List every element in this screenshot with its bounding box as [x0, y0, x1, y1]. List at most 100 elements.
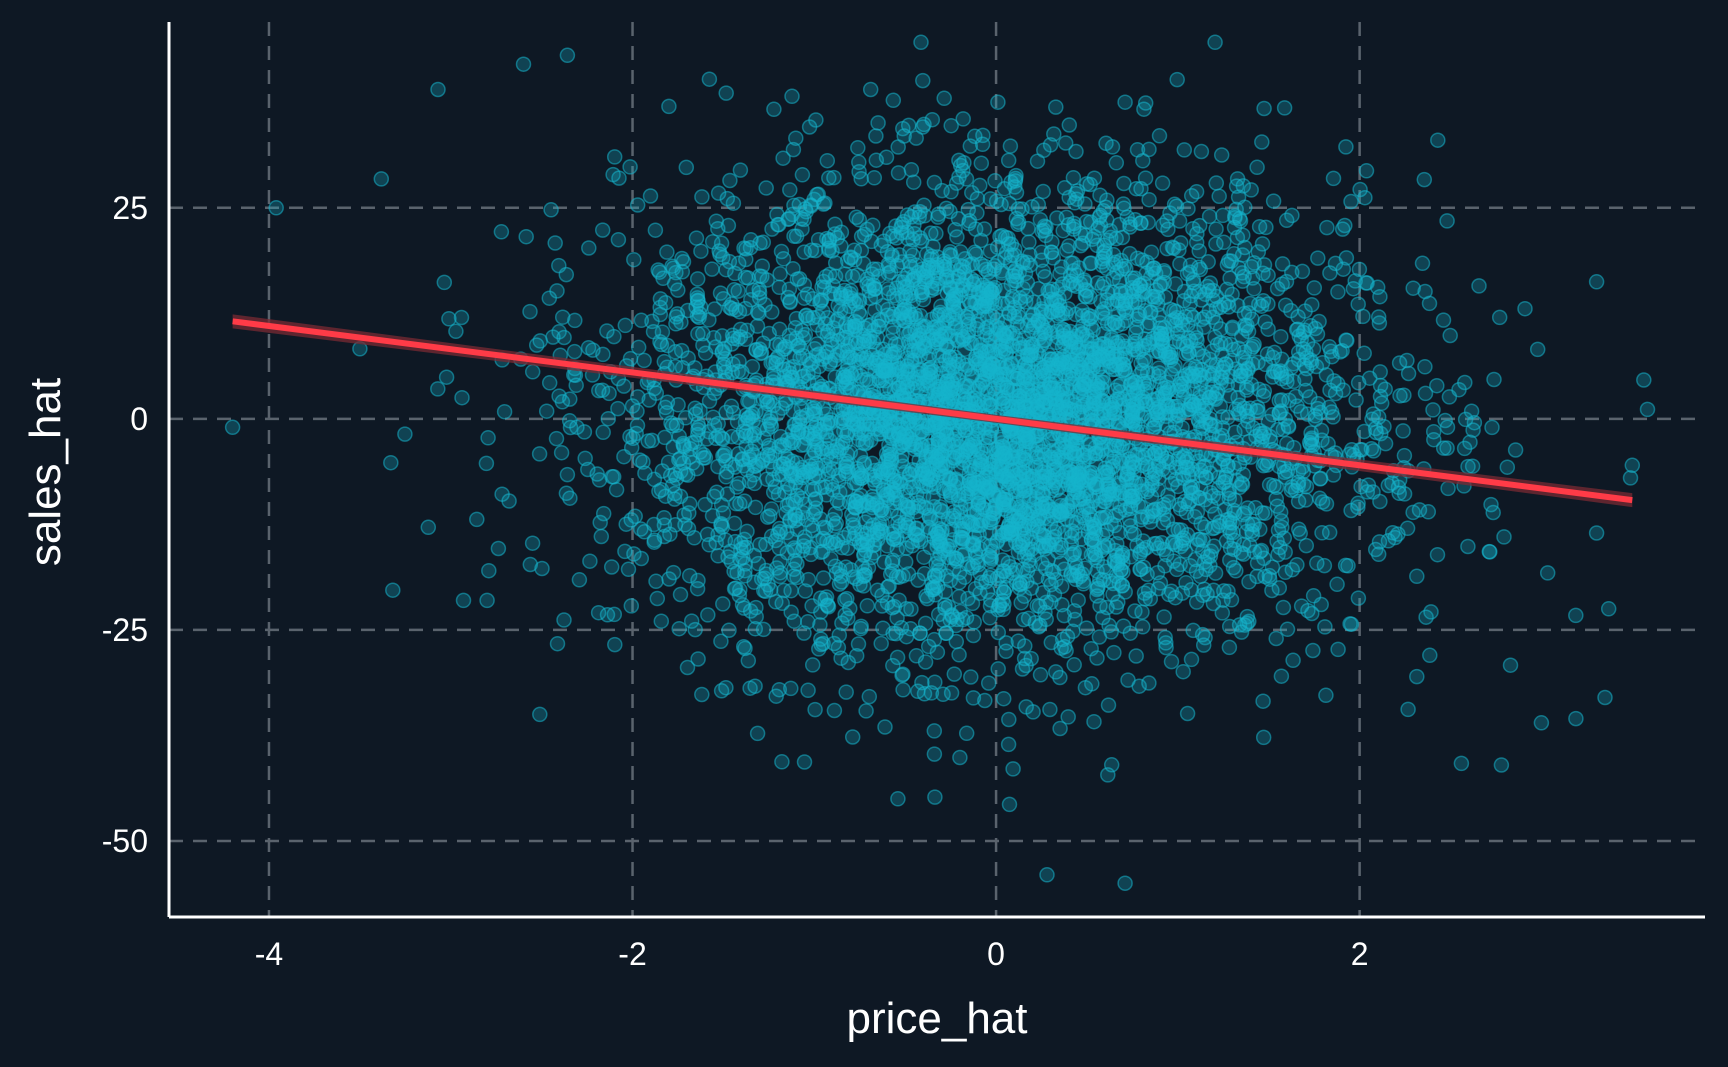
data-point — [1254, 134, 1270, 150]
data-point — [695, 337, 711, 353]
data-point — [1058, 643, 1074, 659]
data-point — [1113, 562, 1129, 579]
data-point — [905, 174, 922, 190]
data-point — [726, 515, 743, 532]
data-point — [589, 466, 605, 482]
data-point — [1255, 693, 1271, 709]
data-point — [1183, 651, 1200, 668]
data-point — [1250, 403, 1266, 419]
data-point — [1221, 639, 1238, 656]
data-point — [591, 382, 607, 399]
data-point — [1179, 705, 1196, 722]
data-point — [1037, 268, 1053, 285]
data-point — [1032, 667, 1049, 683]
data-point — [946, 666, 963, 682]
data-point — [518, 228, 534, 245]
data-point — [1114, 577, 1131, 594]
data-point — [1183, 485, 1200, 501]
data-point — [1268, 630, 1284, 647]
data-point — [740, 652, 757, 669]
data-point — [1078, 620, 1095, 636]
data-point — [788, 310, 805, 327]
data-point — [1063, 529, 1080, 545]
data-point — [1191, 243, 1207, 259]
data-point — [977, 502, 994, 518]
data-point — [973, 155, 990, 171]
data-point — [1066, 657, 1082, 673]
data-point — [1277, 411, 1294, 427]
data-point — [1496, 529, 1512, 545]
data-point — [593, 528, 610, 545]
data-point — [852, 576, 868, 593]
data-point — [1207, 506, 1223, 522]
data-point — [1133, 181, 1149, 197]
data-point — [1163, 366, 1180, 383]
data-point — [1024, 521, 1041, 537]
data-point — [834, 373, 851, 390]
data-point — [902, 243, 918, 259]
data-point — [675, 435, 691, 452]
data-point — [977, 344, 994, 361]
data-point — [689, 271, 706, 287]
data-point — [1429, 546, 1446, 563]
data-point — [1236, 505, 1253, 521]
data-point — [606, 328, 622, 345]
data-point — [1136, 283, 1153, 300]
data-point — [701, 393, 718, 409]
data-point — [1208, 175, 1225, 191]
data-point — [1409, 568, 1425, 585]
data-point — [866, 170, 883, 186]
data-point — [1499, 459, 1516, 475]
data-point — [622, 159, 638, 175]
data-point — [1302, 318, 1319, 334]
data-point — [623, 439, 640, 456]
data-point — [995, 690, 1012, 707]
data-point — [977, 692, 993, 709]
data-point — [645, 323, 662, 340]
data-point — [1439, 213, 1455, 229]
data-point — [812, 617, 828, 633]
data-point — [708, 339, 724, 355]
data-point — [1211, 188, 1227, 205]
data-point — [878, 149, 895, 166]
data-point — [869, 524, 886, 541]
data-point — [804, 657, 821, 673]
data-point — [571, 572, 588, 588]
data-point — [1340, 558, 1356, 574]
data-point — [1226, 219, 1243, 236]
data-point — [1285, 652, 1301, 669]
data-point — [782, 182, 798, 198]
data-point — [795, 505, 811, 521]
data-point — [713, 633, 729, 650]
data-point — [1274, 276, 1290, 292]
data-point — [1320, 436, 1336, 452]
data-point — [1233, 624, 1250, 640]
data-point — [1208, 221, 1224, 237]
data-point — [1098, 447, 1115, 464]
data-point — [972, 177, 988, 194]
data-point — [852, 448, 869, 464]
data-point — [397, 426, 413, 442]
data-point — [1052, 720, 1068, 737]
data-point — [955, 111, 971, 127]
data-point — [659, 244, 675, 260]
data-point — [732, 321, 749, 338]
data-point — [1414, 255, 1431, 272]
data-point — [746, 427, 762, 444]
data-point — [1218, 356, 1234, 373]
data-point — [861, 508, 877, 524]
data-point — [653, 336, 670, 353]
data-point — [1127, 270, 1143, 286]
data-point — [522, 556, 539, 573]
data-point — [818, 406, 834, 422]
data-point — [1057, 135, 1074, 151]
data-point — [783, 582, 799, 599]
data-point — [617, 317, 634, 334]
data-point — [694, 189, 710, 205]
data-point — [794, 167, 811, 183]
data-point — [1588, 525, 1605, 541]
data-point — [534, 560, 550, 577]
data-point — [761, 325, 777, 342]
data-point — [1121, 451, 1138, 467]
data-point — [846, 242, 863, 258]
